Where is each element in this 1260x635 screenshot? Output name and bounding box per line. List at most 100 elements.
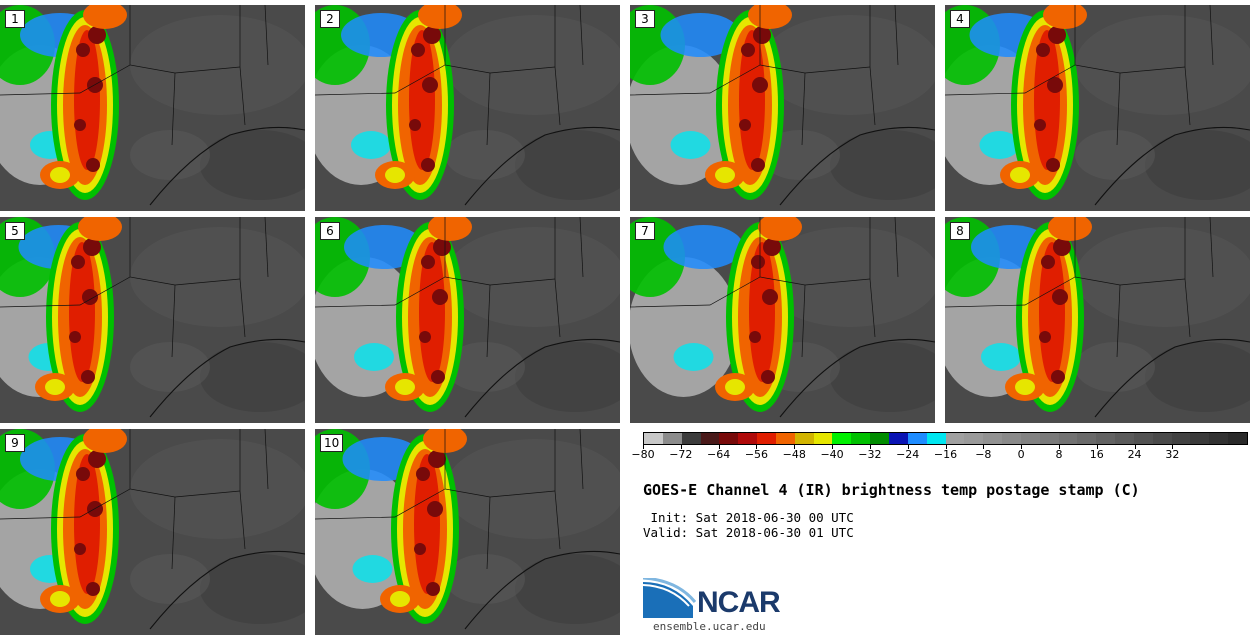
colorbar-tick-label: −16	[933, 448, 958, 461]
colorbar-segment	[757, 433, 776, 444]
colorbar-segment	[1096, 433, 1116, 444]
colorbar-tick-label: 0	[1017, 448, 1025, 461]
member-number-label: 4	[950, 10, 970, 28]
member-number-label: 7	[635, 222, 655, 240]
colorbar-tick-label: 8	[1055, 448, 1063, 461]
ensemble-member-panel: 8	[945, 217, 1250, 423]
ensemble-member-panel: 10	[315, 429, 620, 635]
colorbar-segment	[1115, 433, 1134, 444]
colorbar-segment	[983, 433, 1003, 444]
colorbar-segment	[794, 433, 814, 444]
figure-title: GOES-E Channel 4 (IR) brightness temp po…	[643, 481, 1140, 499]
ir-satellite-map	[945, 217, 1250, 418]
colorbar-segment	[1058, 433, 1078, 444]
colorbar-segment	[1077, 433, 1097, 444]
colorbar-segment	[851, 433, 871, 444]
ensemble-member-panel: 9	[0, 429, 305, 635]
ncar-logo-icon	[643, 578, 697, 618]
colorbar-segment	[926, 433, 946, 444]
colorbar-tick-mark	[832, 445, 834, 449]
colorbar-tick-label: −56	[744, 448, 769, 461]
colorbar-segment	[1020, 433, 1040, 444]
colorbar-tick-mark	[1172, 445, 1174, 449]
colorbar-tick-mark	[869, 445, 871, 449]
colorbar-segment	[964, 433, 984, 444]
colorbar-segment	[644, 433, 663, 444]
ensemble-member-panel: 6	[315, 217, 620, 423]
colorbar-tick-mark	[1096, 445, 1098, 449]
colorbar-tick-label: −48	[782, 448, 806, 461]
member-number-label: 8	[950, 222, 970, 240]
ir-satellite-map	[0, 5, 305, 206]
ncar-logo-text: NCAR	[697, 586, 781, 619]
ir-satellite-map	[315, 5, 620, 206]
colorbar-segment	[870, 433, 889, 444]
member-number-label: 9	[5, 434, 25, 452]
init-time: Init: Sat 2018-06-30 00 UTC	[643, 510, 854, 525]
colorbar-segment	[1190, 433, 1210, 444]
colorbar-tick-mark	[1058, 445, 1060, 449]
colorbar-tick-label: −64	[707, 448, 731, 461]
colorbar-tick-mark	[945, 445, 947, 449]
member-number-label: 10	[320, 434, 344, 452]
colorbar-segment	[832, 433, 852, 444]
colorbar-tick-label: −8	[975, 448, 992, 461]
colorbar-tick-mark	[983, 445, 985, 449]
ensemble-member-panel: 2	[315, 5, 620, 211]
colorbar-segment	[945, 433, 965, 444]
colorbar-tick-label: 32	[1165, 448, 1180, 461]
colorbar-tick-label: 16	[1089, 448, 1104, 461]
colorbar-tick-mark	[643, 445, 644, 449]
colorbar-tick-mark	[1021, 445, 1023, 449]
ir-satellite-map	[630, 5, 935, 206]
colorbar-ticks: −80 −72 −64 −56 −48 −40 −32 −24 −16 −8 0 8 16 24 32	[631, 445, 1248, 468]
ir-satellite-map	[0, 217, 305, 418]
colorbar-tick-mark	[907, 445, 909, 449]
ir-satellite-map	[0, 429, 305, 630]
colorbar	[643, 432, 1248, 445]
ir-satellite-map	[315, 429, 620, 630]
colorbar-segment	[1152, 433, 1172, 444]
colorbar-segment	[1002, 433, 1021, 444]
colorbar-tick-label: −32	[858, 448, 882, 461]
member-number-label: 2	[320, 10, 340, 28]
member-number-label: 6	[320, 222, 340, 240]
valid-time: Valid: Sat 2018-06-30 01 UTC	[643, 525, 854, 540]
colorbar-tick-label: −72	[669, 448, 693, 461]
colorbar-segment	[888, 433, 908, 444]
colorbar-segment	[1228, 433, 1247, 444]
colorbar-tick-mark	[718, 445, 720, 449]
ensemble-member-panel: 5	[0, 217, 305, 423]
colorbar-segment	[1171, 433, 1191, 444]
colorbar-tick-label: −80	[631, 448, 655, 461]
colorbar-tick-mark	[1134, 445, 1136, 449]
colorbar-segment	[1133, 433, 1153, 444]
colorbar-segment	[662, 433, 682, 444]
ir-satellite-map	[630, 217, 935, 418]
colorbar-tick-mark	[756, 445, 758, 449]
colorbar-tick-mark	[794, 445, 796, 449]
colorbar-segment	[775, 433, 795, 444]
colorbar-tick-label: 24	[1127, 448, 1142, 461]
member-number-label: 1	[5, 10, 25, 28]
colorbar-segment	[907, 433, 927, 444]
colorbar-segment	[700, 433, 720, 444]
ir-satellite-map	[945, 5, 1250, 206]
ensemble-member-panel: 4	[945, 5, 1250, 211]
colorbar-segment	[681, 433, 701, 444]
colorbar-segment	[813, 433, 833, 444]
site-url: ensemble.ucar.edu	[653, 620, 766, 633]
ir-satellite-map	[315, 217, 620, 418]
ensemble-member-panel: 3	[630, 5, 935, 211]
colorbar-segment	[1209, 433, 1229, 444]
ensemble-member-panel: 7	[630, 217, 935, 423]
colorbar-segment	[1039, 433, 1059, 444]
member-number-label: 3	[635, 10, 655, 28]
colorbar-tick-label: −24	[896, 448, 920, 461]
colorbar-segment	[738, 433, 758, 444]
member-number-label: 5	[5, 222, 25, 240]
colorbar-segment	[719, 433, 739, 444]
colorbar-tick-mark	[680, 445, 682, 449]
colorbar-tick-label: −40	[820, 448, 844, 461]
ensemble-member-panel: 1	[0, 5, 305, 211]
